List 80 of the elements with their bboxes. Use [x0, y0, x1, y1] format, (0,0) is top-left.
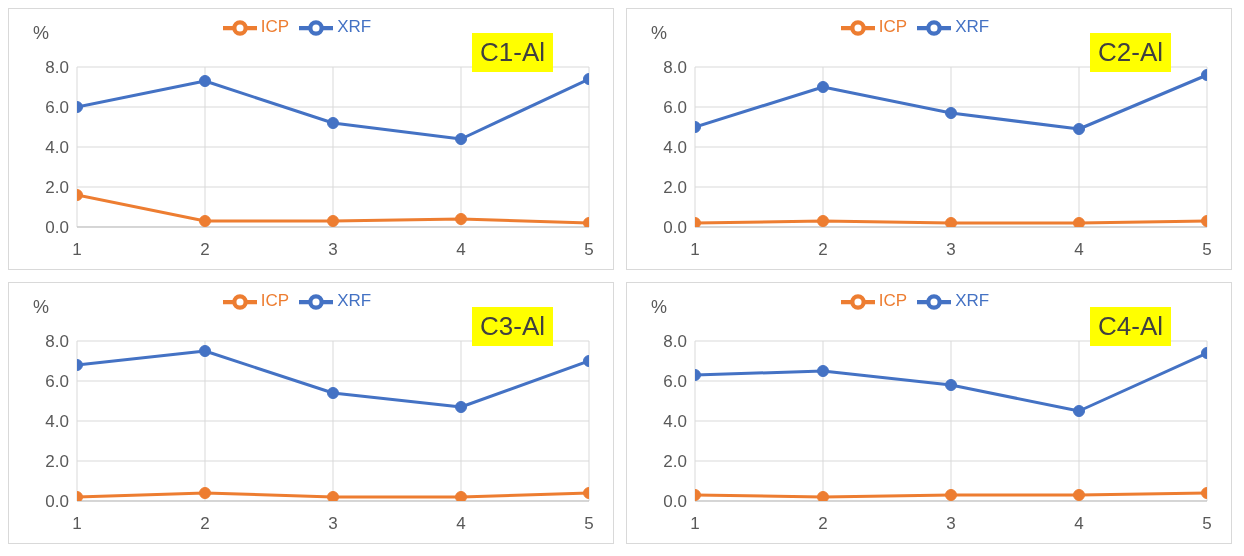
point [817, 365, 829, 377]
point [327, 491, 339, 501]
legend-label: XRF [337, 291, 372, 311]
chart-title: C1-Al [471, 33, 553, 72]
y-tick-label: 8.0 [45, 58, 69, 78]
point [199, 75, 211, 87]
point [455, 133, 467, 145]
point [1073, 489, 1085, 501]
x-tick-label: 3 [946, 240, 956, 260]
y-tick-label: 2.0 [663, 178, 687, 198]
y-tick-label: 0.0 [663, 218, 687, 238]
legend-label: ICP [260, 17, 290, 37]
y-tick-label: 6.0 [663, 98, 687, 118]
y-axis-title: % [33, 297, 50, 318]
point [199, 487, 211, 499]
point [817, 491, 829, 501]
y-tick-label: 4.0 [663, 412, 687, 432]
chart-title: C2-Al [1089, 33, 1171, 72]
point [945, 107, 957, 119]
x-tick-label: 4 [1074, 240, 1084, 260]
legend-label: XRF [955, 291, 990, 311]
legend-label: ICP [878, 291, 908, 311]
y-tick-label: 0.0 [45, 492, 69, 512]
x-tick-label: 5 [584, 514, 594, 534]
y-tick-label: 6.0 [45, 98, 69, 118]
point [1073, 405, 1085, 417]
legend-label: XRF [337, 17, 372, 37]
point [455, 213, 467, 225]
point [817, 215, 829, 227]
x-tick-label: 4 [456, 240, 466, 260]
y-tick-label: 6.0 [663, 372, 687, 392]
y-tick-label: 0.0 [45, 218, 69, 238]
y-axis-title: % [651, 23, 668, 44]
x-tick-label: 1 [72, 240, 82, 260]
x-tick-label: 2 [200, 240, 210, 260]
x-tick-label: 5 [584, 240, 594, 260]
point [455, 401, 467, 413]
y-tick-label: 6.0 [45, 372, 69, 392]
y-tick-label: 2.0 [45, 178, 69, 198]
x-tick-label: 4 [456, 514, 466, 534]
point [327, 387, 339, 399]
point [199, 215, 211, 227]
point [1073, 217, 1085, 227]
x-tick-label: 2 [818, 240, 828, 260]
x-tick-label: 2 [818, 514, 828, 534]
point [1073, 123, 1085, 135]
x-tick-label: 4 [1074, 514, 1084, 534]
x-tick-label: 5 [1202, 514, 1212, 534]
point [455, 491, 467, 501]
y-axis-title: % [651, 297, 668, 318]
y-tick-label: 4.0 [663, 138, 687, 158]
y-tick-label: 0.0 [663, 492, 687, 512]
chart-title: C4-Al [1089, 307, 1171, 346]
x-tick-label: 3 [946, 514, 956, 534]
legend-label: ICP [260, 291, 290, 311]
point [945, 379, 957, 391]
y-tick-label: 8.0 [663, 58, 687, 78]
x-tick-label: 1 [72, 514, 82, 534]
point [327, 117, 339, 129]
chart-title: C3-Al [471, 307, 553, 346]
point [327, 215, 339, 227]
x-tick-label: 2 [200, 514, 210, 534]
y-tick-label: 4.0 [45, 138, 69, 158]
y-tick-label: 8.0 [45, 332, 69, 352]
point [817, 81, 829, 93]
y-tick-label: 2.0 [663, 452, 687, 472]
x-tick-label: 5 [1202, 240, 1212, 260]
point [199, 345, 211, 357]
y-tick-label: 8.0 [663, 332, 687, 352]
x-tick-label: 3 [328, 514, 338, 534]
x-tick-label: 1 [690, 240, 700, 260]
y-tick-label: 4.0 [45, 412, 69, 432]
y-tick-label: 2.0 [45, 452, 69, 472]
x-tick-label: 1 [690, 514, 700, 534]
y-axis-title: % [33, 23, 50, 44]
x-tick-label: 3 [328, 240, 338, 260]
legend-label: XRF [955, 17, 990, 37]
point [945, 217, 957, 227]
legend-label: ICP [878, 17, 908, 37]
point [945, 489, 957, 501]
